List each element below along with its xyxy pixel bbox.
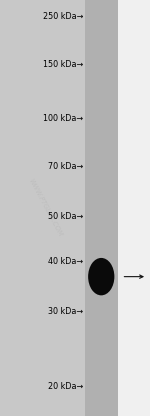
Text: 150 kDa→: 150 kDa→: [43, 60, 83, 69]
Text: 250 kDa→: 250 kDa→: [43, 12, 83, 21]
Text: 50 kDa→: 50 kDa→: [48, 212, 83, 221]
Text: WWW.PTGLAB.COM: WWW.PTGLAB.COM: [27, 178, 63, 238]
Bar: [85, 0, 118, 416]
Bar: [118, 0, 150, 416]
Text: 40 kDa→: 40 kDa→: [48, 257, 83, 266]
Text: 30 kDa→: 30 kDa→: [48, 307, 83, 317]
Ellipse shape: [88, 258, 114, 295]
Text: 100 kDa→: 100 kDa→: [43, 114, 83, 123]
Text: 20 kDa→: 20 kDa→: [48, 382, 83, 391]
Text: 70 kDa→: 70 kDa→: [48, 162, 83, 171]
